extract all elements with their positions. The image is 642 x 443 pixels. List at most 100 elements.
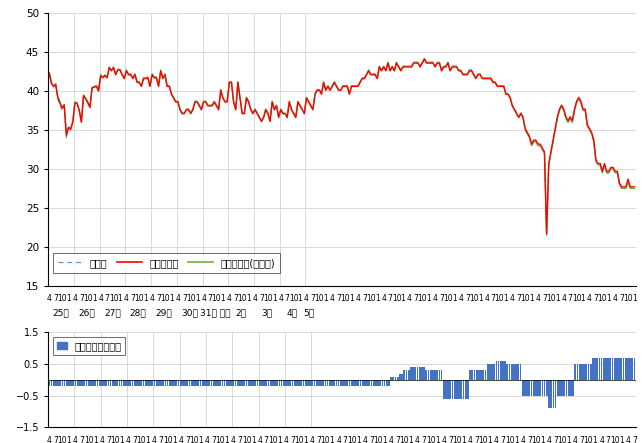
Bar — [202, 380, 204, 386]
Text: 7: 7 — [156, 294, 161, 303]
Bar — [463, 380, 464, 399]
Bar — [517, 364, 519, 380]
Text: 4: 4 — [124, 294, 129, 303]
Bar — [561, 380, 563, 396]
Text: 4: 4 — [520, 436, 525, 443]
Text: 4: 4 — [150, 294, 155, 303]
Bar — [469, 370, 471, 380]
Text: 7: 7 — [413, 294, 419, 303]
Bar — [204, 380, 205, 386]
Text: 4: 4 — [178, 436, 183, 443]
Text: 1: 1 — [198, 436, 203, 443]
Bar — [500, 361, 501, 380]
Text: 10: 10 — [84, 436, 94, 443]
Legend: 原系列, 季節調整値, 季節調整値(改訂前): 原系列, 季節調整値, 季節調整値(改訂前) — [53, 253, 280, 273]
Bar — [598, 358, 600, 380]
Bar — [158, 380, 160, 386]
Bar — [121, 380, 123, 386]
Bar — [493, 364, 495, 380]
Text: 1: 1 — [580, 294, 586, 303]
Bar — [123, 380, 125, 386]
Text: 1: 1 — [632, 294, 637, 303]
Bar — [263, 380, 265, 386]
Bar — [305, 380, 307, 386]
Bar — [198, 380, 199, 386]
Bar — [141, 380, 142, 386]
Bar — [320, 380, 322, 386]
Text: 4: 4 — [100, 436, 104, 443]
Text: 1: 1 — [426, 294, 431, 303]
Bar — [180, 380, 182, 386]
Bar — [200, 380, 202, 386]
Text: 7: 7 — [317, 436, 321, 443]
Bar — [423, 367, 425, 380]
Bar — [259, 380, 261, 386]
Bar — [572, 380, 574, 396]
Bar — [542, 380, 543, 396]
Text: 4: 4 — [47, 436, 52, 443]
Text: 4: 4 — [612, 294, 618, 303]
Text: 4: 4 — [252, 294, 257, 303]
Text: 1: 1 — [607, 294, 611, 303]
Text: 7: 7 — [106, 436, 111, 443]
Text: 28年: 28年 — [130, 308, 146, 317]
Text: 10: 10 — [186, 294, 196, 303]
Bar — [474, 370, 475, 380]
Text: 4: 4 — [257, 436, 262, 443]
Bar — [338, 380, 340, 386]
Text: 31年 元年: 31年 元年 — [200, 308, 230, 317]
Bar — [570, 380, 572, 396]
Text: 4: 4 — [284, 436, 288, 443]
Bar — [482, 370, 484, 380]
Bar — [412, 367, 414, 380]
Bar — [53, 380, 55, 386]
Text: 10: 10 — [216, 436, 225, 443]
Bar — [167, 380, 168, 386]
Bar — [471, 370, 473, 380]
Text: 10: 10 — [417, 294, 427, 303]
Text: 4: 4 — [356, 294, 360, 303]
Bar — [108, 380, 109, 386]
Bar — [329, 380, 331, 386]
Text: 7: 7 — [369, 436, 374, 443]
Text: 29年: 29年 — [155, 308, 172, 317]
Bar — [384, 380, 385, 386]
Bar — [458, 380, 460, 399]
Bar — [627, 358, 629, 380]
Text: 7: 7 — [362, 294, 367, 303]
Text: 1: 1 — [461, 436, 466, 443]
Text: 4: 4 — [279, 294, 283, 303]
Bar — [568, 380, 569, 396]
Bar — [480, 370, 482, 380]
Bar — [476, 370, 478, 380]
Bar — [592, 358, 594, 380]
Bar — [195, 380, 197, 386]
Bar — [309, 380, 311, 386]
Bar — [625, 358, 627, 380]
Bar — [349, 380, 351, 386]
Text: 1: 1 — [220, 294, 225, 303]
Bar — [88, 380, 90, 386]
Bar — [213, 380, 214, 386]
Bar — [535, 380, 537, 396]
Bar — [370, 380, 372, 386]
Text: 2年: 2年 — [236, 308, 247, 317]
Text: 10: 10 — [557, 436, 567, 443]
Text: 7: 7 — [527, 436, 532, 443]
Text: 7: 7 — [290, 436, 295, 443]
Bar — [325, 380, 326, 386]
Bar — [362, 380, 363, 386]
Bar — [235, 380, 236, 386]
Bar — [221, 380, 223, 386]
Bar — [519, 364, 521, 380]
Bar — [465, 380, 467, 399]
Bar — [594, 358, 596, 380]
Text: 7: 7 — [233, 294, 238, 303]
Text: 4: 4 — [152, 436, 157, 443]
Bar — [322, 380, 324, 386]
Bar — [401, 373, 403, 380]
Bar — [246, 380, 247, 386]
Bar — [274, 380, 276, 386]
Text: 7: 7 — [516, 294, 521, 303]
Text: 7: 7 — [619, 294, 624, 303]
